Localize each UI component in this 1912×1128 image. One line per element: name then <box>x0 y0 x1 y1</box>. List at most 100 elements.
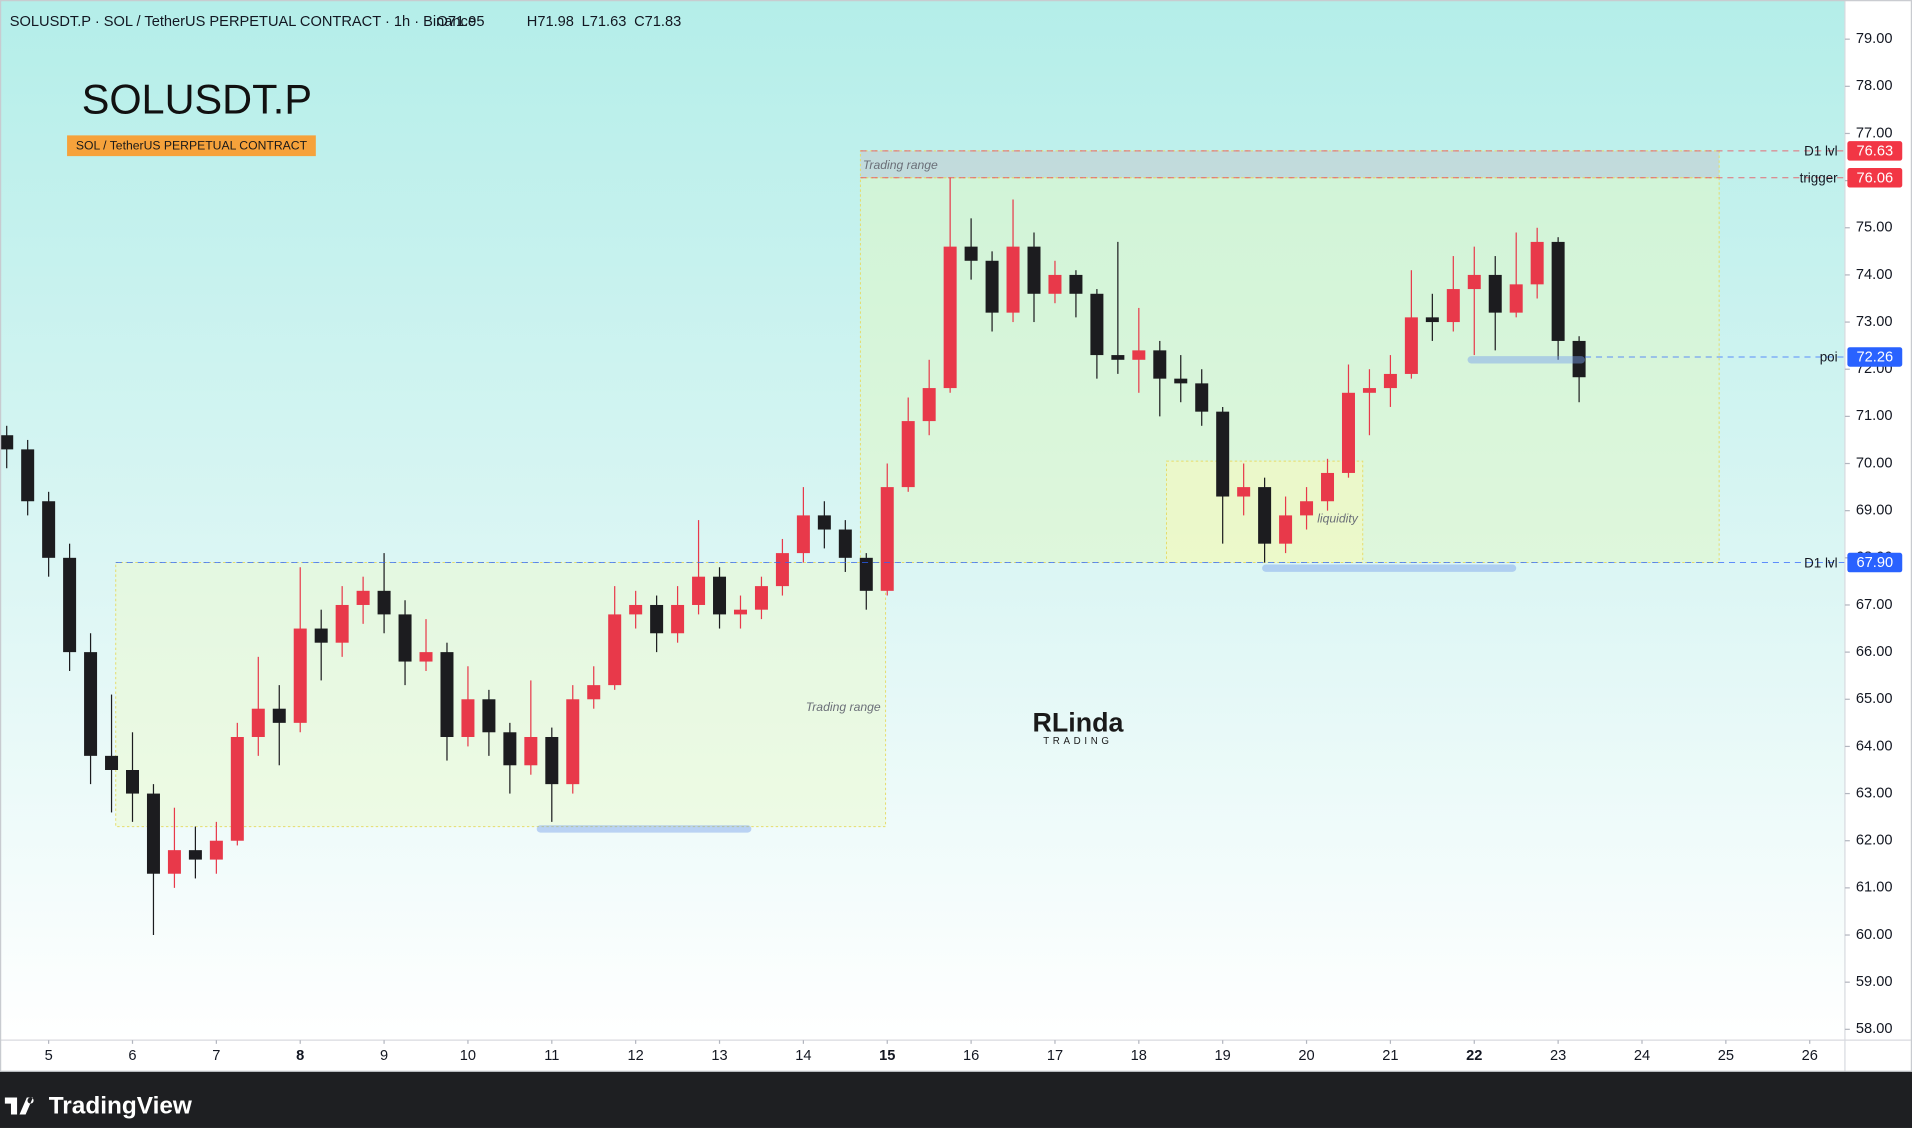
y-tick-label: 73.00 <box>1856 314 1893 330</box>
candle-body <box>713 576 727 615</box>
level-price-badge <box>1847 552 1903 573</box>
y-tick-label: 58.00 <box>1856 1021 1893 1037</box>
candle-body <box>880 487 894 591</box>
x-tick-label: 26 <box>1802 1048 1818 1064</box>
level-price-label: 76.63 <box>1857 143 1894 159</box>
candle-body <box>42 501 56 558</box>
candle-body <box>84 652 98 756</box>
candle-body <box>1551 241 1565 341</box>
y-tick-label: 77.00 <box>1856 125 1893 141</box>
brand-logo <box>4 1097 34 1115</box>
highlight <box>536 825 752 833</box>
x-tick-label: 8 <box>296 1048 304 1064</box>
candle-body <box>1467 274 1481 290</box>
candle-body <box>1069 274 1083 294</box>
level-name: D1 lvl <box>1804 144 1838 159</box>
level-price-label: 76.06 <box>1857 170 1894 186</box>
candle-body <box>566 699 580 785</box>
candle-body <box>629 604 643 615</box>
candle-body <box>671 604 685 634</box>
candle-body <box>1362 388 1376 393</box>
x-tick-label: 17 <box>1047 1048 1063 1064</box>
frame <box>0 0 1912 1072</box>
candle-body <box>545 736 559 785</box>
y-tick-label: 67.00 <box>1856 597 1893 613</box>
ohlc-open: O71.95 <box>437 14 485 30</box>
candle-body <box>377 590 391 615</box>
level-name: trigger <box>1800 171 1839 186</box>
candle-body <box>1279 515 1293 544</box>
price-axis-background <box>1844 0 1912 1072</box>
y-tick-label: 59.00 <box>1856 974 1893 990</box>
brand-name[interactable]: TradingView <box>49 1093 192 1120</box>
zone-label: liquidity <box>1317 511 1359 525</box>
x-tick-label: 21 <box>1382 1048 1398 1064</box>
ohlc-high: H71.98 <box>527 14 574 30</box>
x-tick-label: 25 <box>1718 1048 1734 1064</box>
x-tick-label: 18 <box>1131 1048 1147 1064</box>
candle-body <box>1488 274 1502 313</box>
zone-label: Trading range <box>806 700 881 714</box>
candle-body <box>608 614 622 686</box>
y-tick-label: 60.00 <box>1856 927 1893 943</box>
overlays: D1 lvl trigger poi D1 lvl <box>115 144 1845 833</box>
candle-body <box>1258 487 1272 544</box>
candle-body <box>650 604 664 634</box>
x-tick-label: 23 <box>1550 1048 1566 1064</box>
zone <box>859 150 1720 179</box>
candles <box>0 177 1586 936</box>
candle-body <box>1509 284 1523 313</box>
x-tick-label: 20 <box>1298 1048 1314 1064</box>
candle-body <box>901 421 915 488</box>
watermark-subtext: TRADING <box>1043 736 1112 747</box>
candle-body <box>1195 383 1209 412</box>
candle-body <box>126 769 139 794</box>
candle-body <box>775 553 789 587</box>
x-tick-label: 24 <box>1634 1048 1650 1064</box>
candle-body <box>1300 501 1314 516</box>
candle-body <box>314 628 328 643</box>
chart-subtitle: SOL / TetherUS PERPETUAL CONTRACT <box>76 139 308 153</box>
ohlc-low: L71.63 <box>582 14 627 30</box>
candle-body <box>1216 411 1230 497</box>
level-price-badge <box>1847 168 1903 188</box>
candle-body <box>796 515 810 554</box>
level-price-badge <box>1847 141 1903 161</box>
x-tick-label: 22 <box>1466 1048 1482 1064</box>
candle-body <box>1404 317 1418 374</box>
y-tick-label: 70.00 <box>1856 455 1893 471</box>
candle-body <box>1572 340 1586 378</box>
level-name: poi <box>1820 350 1838 365</box>
candle-body <box>1027 246 1041 294</box>
x-tick-label: 10 <box>460 1048 476 1064</box>
candle-body <box>922 388 936 422</box>
candle-body <box>21 449 35 502</box>
x-tick-label: 19 <box>1215 1048 1231 1064</box>
y-tick-label: 65.00 <box>1856 691 1893 707</box>
x-tick-label: 5 <box>45 1048 53 1064</box>
candle-body <box>1153 350 1167 379</box>
x-tick-label: 9 <box>380 1048 388 1064</box>
candle-body <box>1383 373 1397 389</box>
watermark: RLinda <box>1033 707 1125 737</box>
candle-body <box>524 736 538 766</box>
x-tick-label: 15 <box>879 1048 895 1064</box>
y-tick-label: 74.00 <box>1856 267 1893 283</box>
candle-body <box>733 609 747 615</box>
candle-body <box>251 708 265 737</box>
candle-body <box>105 755 119 770</box>
candle-body <box>1006 246 1020 313</box>
candle-body <box>1425 317 1439 323</box>
candle-body <box>230 736 244 841</box>
x-tick-label: 7 <box>212 1048 220 1064</box>
candle-body <box>587 685 601 700</box>
footer <box>0 1071 1912 1128</box>
y-tick-label: 61.00 <box>1856 880 1893 896</box>
level-price-badge <box>1847 347 1903 367</box>
candle-body <box>1530 241 1544 285</box>
candle-body <box>167 850 181 874</box>
candle-body <box>209 840 223 860</box>
level-name: D1 lvl <box>1804 555 1838 570</box>
candle-body <box>985 260 999 313</box>
